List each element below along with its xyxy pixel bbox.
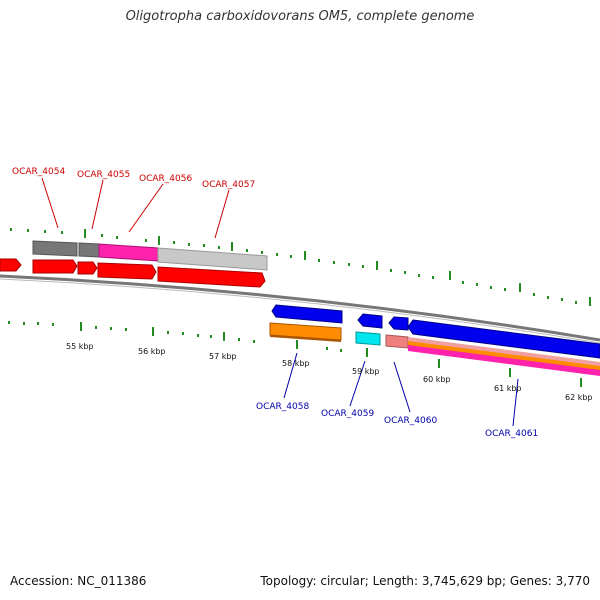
tick-label: 60 kbp <box>423 375 451 384</box>
gene-arrow <box>0 258 22 272</box>
gene-arrow <box>157 266 266 288</box>
top-callouts <box>41 177 230 239</box>
gene-label[interactable]: OCAR_4061 <box>485 429 538 439</box>
upper-tick-row <box>10 228 591 306</box>
tick-label: 55 kbp <box>66 342 94 351</box>
tick-label: 58 kbp <box>282 359 310 368</box>
gene-arrow <box>32 259 78 274</box>
gene-arrow <box>77 261 98 275</box>
accession-text: Accession: NC_011386 <box>10 574 147 588</box>
gene-label[interactable]: OCAR_4057 <box>202 180 255 190</box>
gene-label[interactable]: OCAR_4058 <box>256 402 309 412</box>
tick-label: 57 kbp <box>209 352 237 361</box>
genome-backbone <box>0 274 600 342</box>
forward-genes <box>0 258 266 288</box>
page-title: Oligotropha carboxidovorans OM5, complet… <box>125 9 475 24</box>
gene-arrow <box>97 262 157 280</box>
gene-label[interactable]: OCAR_4060 <box>384 416 437 426</box>
gene-arrow <box>357 313 383 329</box>
gene-arrow <box>388 316 409 331</box>
gene-label[interactable]: OCAR_4056 <box>139 174 192 184</box>
gene-label[interactable]: OCAR_4054 <box>12 167 65 177</box>
lower-tick-row <box>8 321 582 387</box>
gene-label[interactable]: OCAR_4059 <box>321 409 374 419</box>
reverse-annotation-bars <box>269 322 600 376</box>
gene-arrow <box>407 319 600 359</box>
forward-annotation-bars <box>32 240 268 271</box>
reverse-genes <box>271 304 600 359</box>
tick-label: 61 kbp <box>494 384 522 393</box>
gene-arrow <box>271 304 343 324</box>
bottom-callouts <box>283 352 519 427</box>
tick-label: 62 kbp <box>565 393 593 402</box>
gene-label[interactable]: OCAR_4055 <box>77 170 130 180</box>
tick-label: 59 kbp <box>352 367 380 376</box>
genome-summary-text: Topology: circular; Length: 3,745,629 bp… <box>260 574 590 588</box>
tick-label: 56 kbp <box>138 347 166 356</box>
